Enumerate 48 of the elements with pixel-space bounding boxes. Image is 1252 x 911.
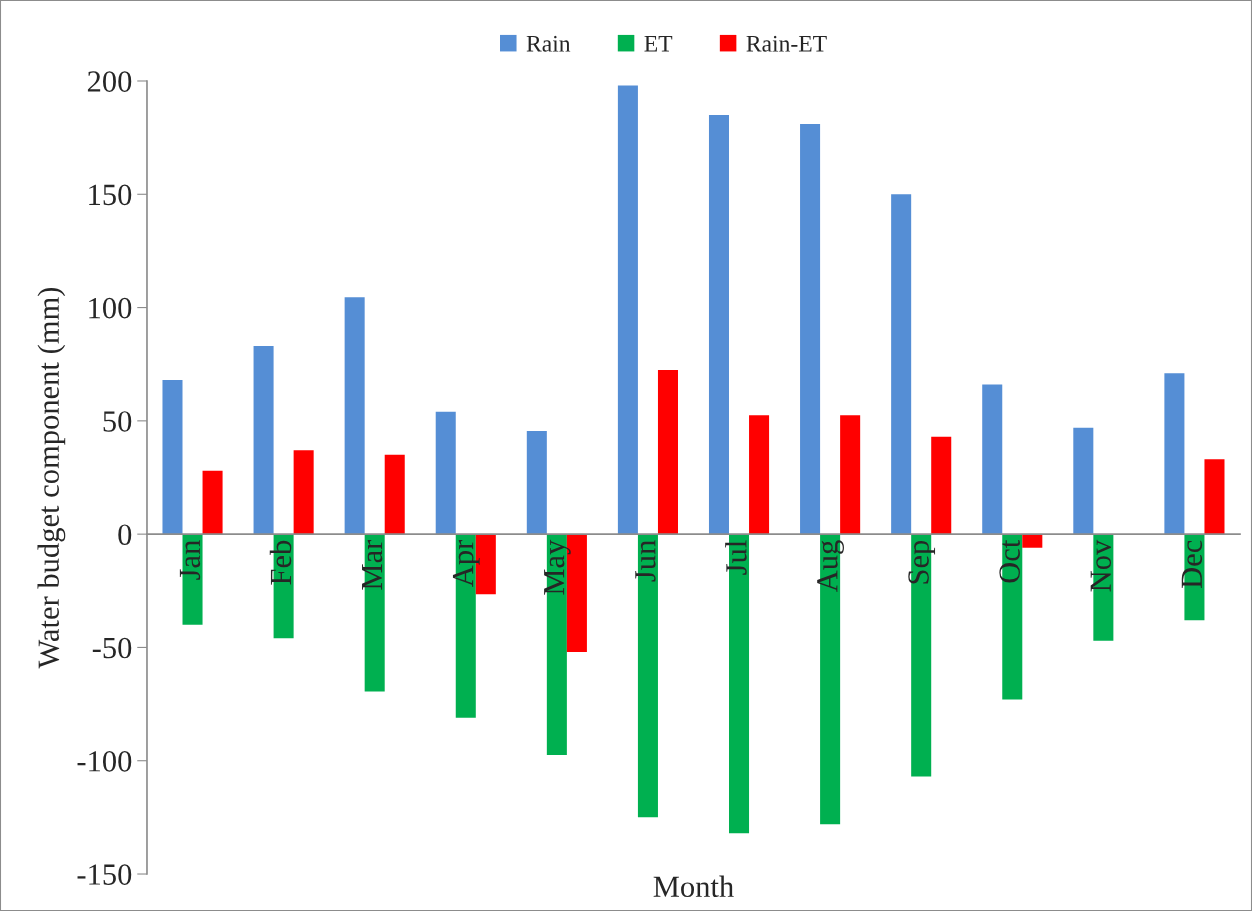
x-tick-label: Nov	[1090, 539, 1111, 592]
bar	[253, 346, 274, 535]
bar	[162, 380, 183, 535]
bar	[657, 369, 678, 535]
y-axis-title: Water budget component (mm)	[37, 287, 66, 669]
bar	[1204, 459, 1225, 535]
x-axis-title: Month	[653, 875, 734, 898]
bar	[749, 415, 770, 535]
bar	[617, 85, 638, 535]
bar	[364, 534, 385, 692]
x-tick-label: Mar	[362, 539, 383, 590]
bar	[637, 534, 658, 818]
legend-label: Rain-ET	[746, 35, 827, 52]
bar	[840, 415, 861, 535]
y-tick-label: -100	[77, 751, 132, 772]
legend-label: Rain	[526, 35, 571, 52]
y-tick-label: 0	[118, 524, 132, 546]
x-tick-label: Sep	[908, 540, 936, 584]
legend-label: ET	[644, 35, 673, 52]
bar	[800, 124, 821, 535]
bar	[435, 411, 456, 535]
y-tick-label: 200	[87, 71, 132, 92]
y-tick-label: 50	[103, 411, 132, 432]
bar	[344, 297, 365, 535]
bar	[891, 194, 912, 535]
x-tick-label: Apr	[452, 539, 480, 587]
x-tick-label: Feb	[269, 540, 292, 585]
bar	[1164, 373, 1185, 535]
y-tick-label: 100	[89, 297, 132, 319]
bar	[526, 431, 547, 535]
bar	[708, 114, 730, 535]
x-tick-label: Aug	[817, 540, 844, 593]
bar	[1022, 534, 1043, 548]
y-tick-label: 150	[89, 184, 132, 206]
bar	[202, 470, 223, 535]
x-tick-label: Dec	[1181, 540, 1203, 589]
y-tick-label: -50	[92, 637, 132, 659]
x-tick-label: May	[544, 539, 571, 595]
x-tick-label: Oct	[999, 539, 1020, 583]
x-tick-label: Jan	[179, 540, 201, 580]
bar	[293, 450, 314, 535]
bar	[931, 436, 952, 535]
y-tick-label: -150	[77, 864, 132, 885]
x-tick-label: Jun	[635, 540, 656, 582]
bar	[384, 454, 405, 535]
x-tick-label: Jul	[725, 540, 747, 575]
bar	[1073, 427, 1094, 535]
bar	[982, 384, 1003, 535]
